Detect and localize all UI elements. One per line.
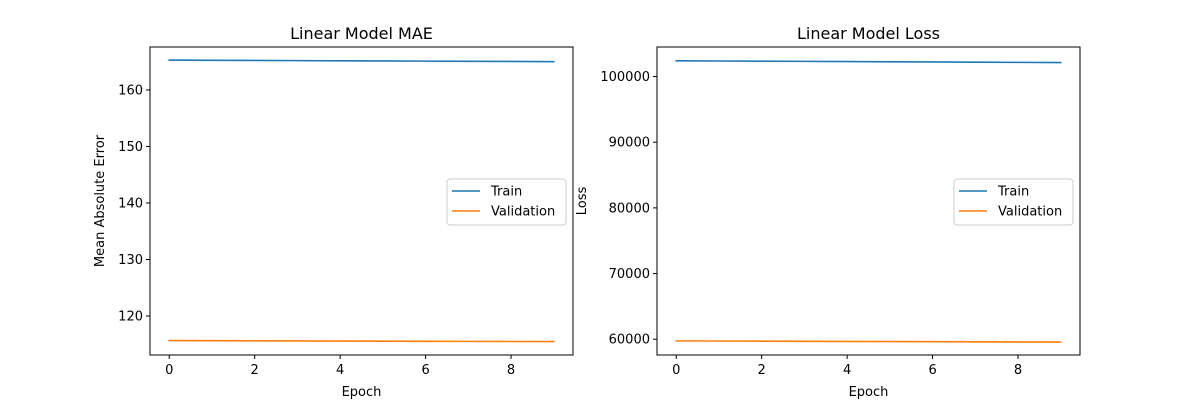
y-tick-label: 140 bbox=[118, 196, 143, 211]
y-tick-label: 130 bbox=[118, 253, 143, 268]
series-line-validation bbox=[168, 339, 555, 343]
x-tick-label: 0 bbox=[672, 363, 680, 378]
x-tick-label: 8 bbox=[1014, 363, 1022, 378]
x-tick-label: 2 bbox=[758, 363, 766, 378]
chart-loss: Linear Model Loss 0 2 4 6 8 60000 70000 80000 900… bbox=[575, 24, 1081, 400]
legend-label-validation: Validation bbox=[491, 205, 555, 220]
x-tick-label: 8 bbox=[507, 363, 515, 378]
x-tick-label: 4 bbox=[336, 363, 344, 378]
plot-frame bbox=[656, 46, 1081, 356]
legend: Train Validation bbox=[953, 178, 1074, 226]
legend-label-validation: Validation bbox=[998, 205, 1062, 220]
x-tick-label: 0 bbox=[165, 363, 173, 378]
x-tick-label: 6 bbox=[928, 363, 936, 378]
x-axis-label: Epoch bbox=[342, 385, 382, 400]
series-line-train bbox=[168, 59, 555, 63]
y-tick-label: 100000 bbox=[600, 70, 650, 85]
y-tick-label: 70000 bbox=[609, 267, 650, 282]
series-line-validation bbox=[675, 340, 1062, 343]
y-tick-label: 90000 bbox=[609, 136, 650, 151]
y-tick-label: 160 bbox=[118, 83, 143, 98]
chart-title: Linear Model MAE bbox=[290, 24, 433, 43]
legend-label-train: Train bbox=[490, 185, 522, 200]
y-tick-label: 150 bbox=[118, 140, 143, 155]
legend: Train Validation bbox=[446, 178, 567, 226]
legend-label-train: Train bbox=[997, 185, 1029, 200]
y-tick-label: 60000 bbox=[609, 333, 650, 348]
x-tick-label: 2 bbox=[251, 363, 259, 378]
x-tick-label: 6 bbox=[421, 363, 429, 378]
y-axis-label: Mean Absolute Error bbox=[93, 134, 108, 267]
y-tick-label: 80000 bbox=[609, 201, 650, 216]
chart-title: Linear Model Loss bbox=[797, 24, 940, 43]
y-axis-label: Loss bbox=[575, 187, 590, 216]
series-line-train bbox=[675, 59, 1062, 64]
chart-mae: Linear Model MAE 0 2 4 6 8 120 130 140 150 160 Epoc… bbox=[93, 24, 574, 400]
x-tick-label: 4 bbox=[843, 363, 851, 378]
y-tick-label: 120 bbox=[118, 310, 143, 325]
plot-frame bbox=[149, 46, 574, 356]
x-axis-label: Epoch bbox=[849, 385, 889, 400]
